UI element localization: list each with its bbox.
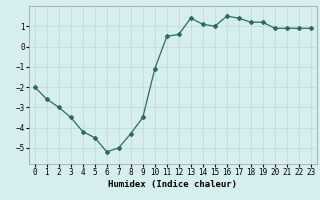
X-axis label: Humidex (Indice chaleur): Humidex (Indice chaleur)	[108, 180, 237, 189]
